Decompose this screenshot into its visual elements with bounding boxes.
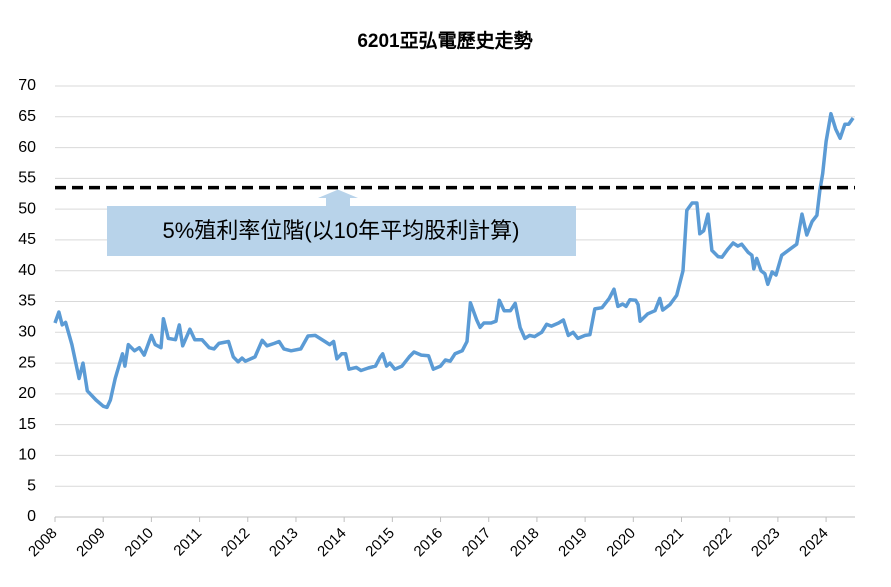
x-tick-label: 2010 — [121, 525, 157, 561]
x-tick-label: 2014 — [314, 525, 350, 561]
y-tick-label: 35 — [18, 293, 36, 310]
y-tick-label: 30 — [18, 324, 36, 341]
x-tick-label: 2023 — [748, 525, 784, 561]
x-tick-label: 2009 — [73, 525, 109, 561]
x-tick-label: 2017 — [459, 525, 495, 561]
x-tick-label: 2011 — [170, 525, 205, 560]
x-tick-label: 2020 — [603, 525, 639, 561]
x-tick-label: 2012 — [218, 525, 254, 561]
y-tick-label: 25 — [18, 354, 36, 371]
y-tick-label: 5 — [27, 477, 36, 494]
x-tick-label: 2015 — [362, 525, 398, 561]
y-tick-label: 60 — [18, 139, 36, 156]
chart-title: 6201亞弘電歷史走勢 — [357, 29, 532, 52]
x-tick-label: 2019 — [555, 525, 591, 561]
y-tick-label: 40 — [18, 262, 36, 279]
y-tick-label: 50 — [18, 200, 36, 217]
y-tick-label: 20 — [18, 385, 36, 402]
annotation-text: 5%殖利率位階(以10年平均股利計算) — [163, 218, 520, 243]
x-tick-label: 2024 — [796, 525, 832, 561]
y-tick-label: 45 — [18, 231, 36, 248]
x-tick-label: 2018 — [507, 525, 543, 561]
x-tick-label: 2013 — [266, 525, 302, 561]
data-line — [53, 111, 855, 410]
y-tick-label: 70 — [18, 77, 36, 94]
x-tick-label: 2016 — [411, 525, 447, 561]
y-tick-label: 0 — [27, 508, 36, 525]
y-tick-label: 55 — [18, 170, 36, 187]
annotation-arrow — [318, 189, 358, 206]
annotation-box — [107, 206, 576, 256]
y-tick-label: 10 — [18, 447, 36, 464]
y-tick-label: 65 — [18, 108, 36, 125]
x-tick-label: 2022 — [700, 525, 736, 561]
x-tick-label: 2021 — [652, 525, 688, 561]
x-tick-label: 2008 — [25, 525, 61, 561]
y-tick-label: 15 — [18, 416, 36, 433]
